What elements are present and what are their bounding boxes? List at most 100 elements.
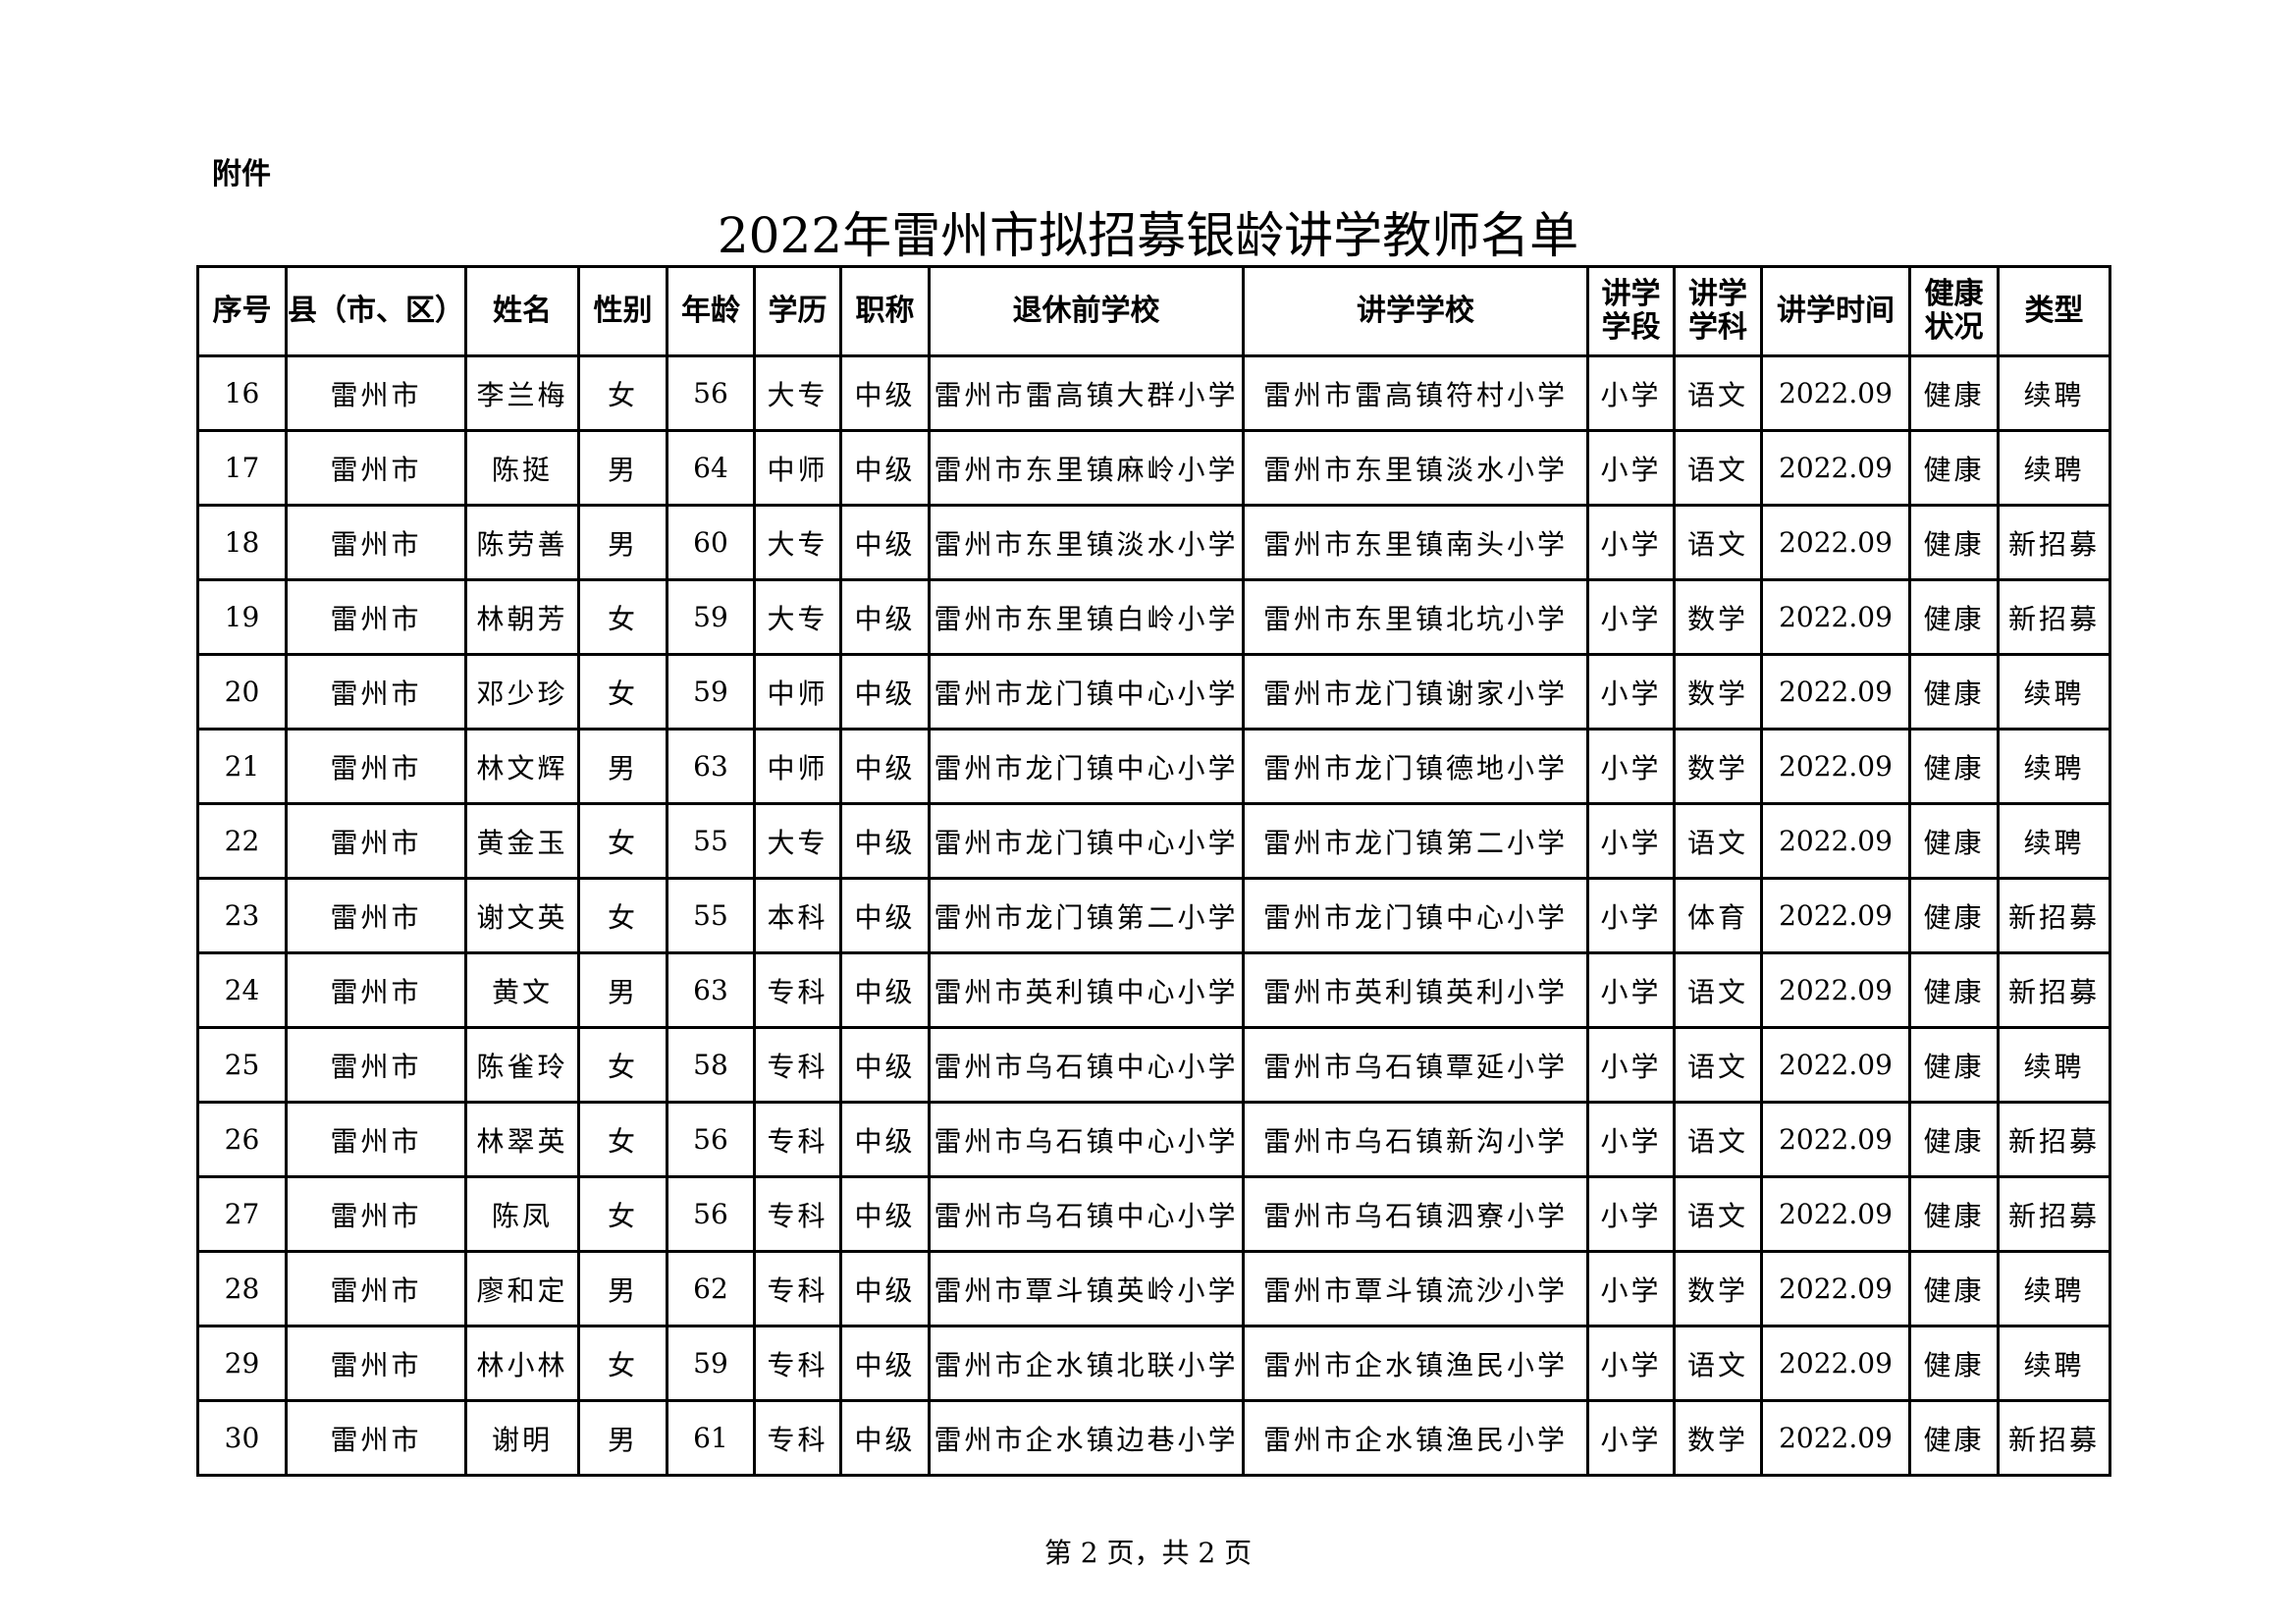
- cell-seq: 26: [196, 1101, 288, 1178]
- cell-gender: 男: [577, 504, 668, 581]
- cell-type: 续聘: [1997, 653, 2111, 731]
- cell-stage: 小学: [1586, 504, 1676, 581]
- header-former-school: 退休前学校: [928, 265, 1245, 357]
- table-row: 19 雷州市 林朝芳女 59 大专 中级 雷州市东里镇白岭小学 雷州市东里镇北坑小学 小学 数学 2…: [196, 578, 2111, 656]
- cell-county: 雷州市: [285, 802, 467, 880]
- cell-seq: 24: [196, 951, 288, 1029]
- cell-subject: 数学: [1673, 1399, 1763, 1477]
- cell-gender: 女: [577, 578, 668, 656]
- cell-seq: 23: [196, 877, 288, 954]
- cell-name: 陈劳善: [464, 504, 580, 581]
- cell-stage: 小学: [1586, 951, 1676, 1029]
- cell-gender: 女: [577, 1175, 668, 1253]
- cell-name: 邓少珍: [464, 653, 580, 731]
- cell-stage: 小学: [1586, 728, 1676, 805]
- cell-age: 59: [666, 578, 756, 656]
- cell-age: 58: [666, 1026, 756, 1104]
- cell-stage: 小学: [1586, 354, 1676, 432]
- header-health: 健康状况: [1908, 265, 2000, 357]
- cell-gender: 女: [577, 1026, 668, 1104]
- cell-name: 陈凤: [464, 1175, 580, 1253]
- cell-former-school: 雷州市龙门镇中心小学: [928, 728, 1245, 805]
- cell-seq: 22: [196, 802, 288, 880]
- table-row: 27 雷州市 陈凤女 56 专科 中级 雷州市乌石镇中心小学 雷州市乌石镇泗寮小学 小学 语文 20…: [196, 1175, 2111, 1253]
- cell-health: 健康: [1908, 429, 2000, 507]
- cell-title: 中级: [839, 1250, 931, 1327]
- cell-health: 健康: [1908, 1101, 2000, 1178]
- teacher-list-table: 序号 县（市、区） 姓名 性别 年龄 学历 职称 退休前学校 讲学学校 讲学学段 讲学学科 讲学时间健…: [196, 265, 2111, 1477]
- cell-gender: 女: [577, 1325, 668, 1402]
- cell-age: 55: [666, 802, 756, 880]
- cell-time: 2022.09: [1760, 1399, 1911, 1477]
- cell-name: 林翠英: [464, 1101, 580, 1178]
- cell-subject: 数学: [1673, 1250, 1763, 1327]
- cell-age: 56: [666, 354, 756, 432]
- cell-subject: 语文: [1673, 354, 1763, 432]
- cell-type: 新招募: [1997, 877, 2111, 954]
- cell-former-school: 雷州市龙门镇第二小学: [928, 877, 1245, 954]
- cell-stage: 小学: [1586, 1175, 1676, 1253]
- cell-education: 专科: [753, 1399, 842, 1477]
- cell-teaching-school: 雷州市乌石镇泗寮小学: [1242, 1175, 1589, 1253]
- cell-teaching-school: 雷州市乌石镇覃延小学: [1242, 1026, 1589, 1104]
- cell-time: 2022.09: [1760, 429, 1911, 507]
- cell-age: 61: [666, 1399, 756, 1477]
- cell-age: 63: [666, 951, 756, 1029]
- cell-time: 2022.09: [1760, 1026, 1911, 1104]
- cell-time: 2022.09: [1760, 653, 1911, 731]
- cell-type: 新招募: [1997, 951, 2111, 1029]
- cell-education: 专科: [753, 951, 842, 1029]
- cell-education: 大专: [753, 504, 842, 581]
- cell-type: 续聘: [1997, 1325, 2111, 1402]
- header-stage: 讲学学段: [1586, 265, 1676, 357]
- header-seq: 序号: [196, 265, 288, 357]
- table-row: 30 雷州市 谢明男 61 专科 中级 雷州市企水镇边巷小学 雷州市企水镇渔民小学 小学 数学 20…: [196, 1399, 2111, 1477]
- cell-name: 谢文英: [464, 877, 580, 954]
- cell-stage: 小学: [1586, 653, 1676, 731]
- cell-teaching-school: 雷州市覃斗镇流沙小学: [1242, 1250, 1589, 1327]
- cell-county: 雷州市: [285, 728, 467, 805]
- cell-subject: 数学: [1673, 728, 1763, 805]
- cell-age: 56: [666, 1101, 756, 1178]
- cell-health: 健康: [1908, 1325, 2000, 1402]
- cell-health: 健康: [1908, 802, 2000, 880]
- cell-subject: 数学: [1673, 578, 1763, 656]
- table-row: 26 雷州市 林翠英女 56 专科 中级 雷州市乌石镇中心小学 雷州市乌石镇新沟小学 小学 语文 2…: [196, 1101, 2111, 1178]
- cell-time: 2022.09: [1760, 728, 1911, 805]
- cell-county: 雷州市: [285, 1250, 467, 1327]
- cell-title: 中级: [839, 578, 931, 656]
- cell-education: 中师: [753, 728, 842, 805]
- cell-title: 中级: [839, 728, 931, 805]
- cell-time: 2022.09: [1760, 354, 1911, 432]
- cell-name: 黄文: [464, 951, 580, 1029]
- cell-seq: 21: [196, 728, 288, 805]
- cell-type: 续聘: [1997, 429, 2111, 507]
- cell-type: 新招募: [1997, 1399, 2111, 1477]
- cell-name: 廖和定: [464, 1250, 580, 1327]
- cell-health: 健康: [1908, 1175, 2000, 1253]
- cell-type: 新招募: [1997, 1175, 2111, 1253]
- cell-health: 健康: [1908, 1250, 2000, 1327]
- cell-former-school: 雷州市乌石镇中心小学: [928, 1101, 1245, 1178]
- cell-education: 大专: [753, 578, 842, 656]
- cell-teaching-school: 雷州市龙门镇中心小学: [1242, 877, 1589, 954]
- cell-health: 健康: [1908, 653, 2000, 731]
- cell-gender: 男: [577, 951, 668, 1029]
- cell-teaching-school: 雷州市乌石镇新沟小学: [1242, 1101, 1589, 1178]
- cell-time: 2022.09: [1760, 504, 1911, 581]
- cell-health: 健康: [1908, 1026, 2000, 1104]
- cell-county: 雷州市: [285, 1399, 467, 1477]
- cell-type: 续聘: [1997, 1250, 2111, 1327]
- table-row: 25 雷州市 陈雀玲女 58 专科 中级 雷州市乌石镇中心小学 雷州市乌石镇覃延小学 小学 语文 2…: [196, 1026, 2111, 1104]
- cell-age: 60: [666, 504, 756, 581]
- cell-county: 雷州市: [285, 1175, 467, 1253]
- cell-title: 中级: [839, 504, 931, 581]
- header-age: 年龄: [666, 265, 756, 357]
- header-county: 县（市、区）: [285, 265, 467, 357]
- cell-health: 健康: [1908, 951, 2000, 1029]
- cell-stage: 小学: [1586, 1399, 1676, 1477]
- cell-gender: 男: [577, 429, 668, 507]
- cell-county: 雷州市: [285, 877, 467, 954]
- cell-teaching-school: 雷州市企水镇渔民小学: [1242, 1325, 1589, 1402]
- cell-age: 56: [666, 1175, 756, 1253]
